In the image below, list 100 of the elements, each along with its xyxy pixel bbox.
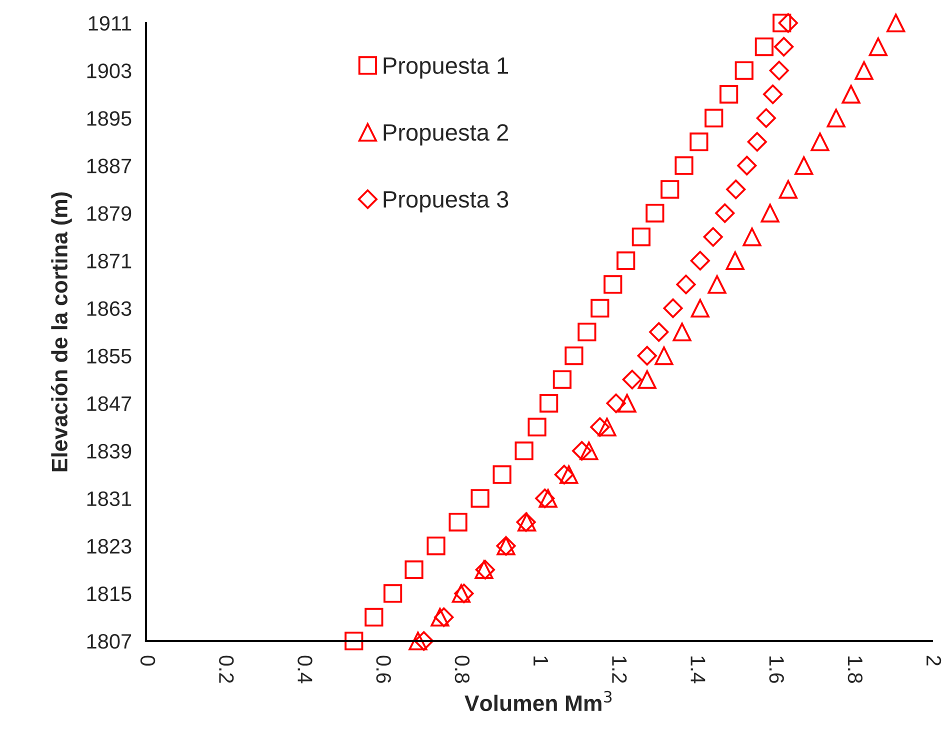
point <box>452 584 470 603</box>
legend-label: Propuesta 1 <box>384 57 508 79</box>
point <box>616 251 636 270</box>
point <box>660 180 680 199</box>
x-tick-label: 0.4 <box>298 656 312 684</box>
point <box>708 275 726 294</box>
point <box>676 274 696 294</box>
point <box>690 298 710 318</box>
x-tick-label: 1.8 <box>848 656 863 683</box>
point <box>646 204 664 222</box>
point <box>769 60 789 80</box>
point <box>734 61 754 80</box>
y-axis-title: Elevación de la cortina (m) <box>50 192 72 472</box>
point <box>886 14 906 32</box>
point <box>430 608 450 627</box>
point <box>763 84 783 104</box>
x-tick-label: 2 <box>926 656 942 666</box>
y-tick-label: 1903 <box>87 64 132 78</box>
y-tick-label: 1847 <box>87 396 132 412</box>
point <box>756 108 776 128</box>
point <box>552 370 572 389</box>
point <box>654 346 674 366</box>
y-tick-label: 1911 <box>88 16 132 31</box>
legend-label: Propuesta 2 <box>384 124 508 146</box>
point <box>590 298 610 318</box>
point <box>704 108 724 128</box>
point <box>742 228 762 246</box>
point <box>572 441 592 461</box>
point <box>810 132 830 152</box>
point <box>604 275 622 294</box>
point <box>778 180 798 199</box>
point <box>854 61 874 80</box>
point <box>632 228 650 246</box>
point <box>842 85 860 104</box>
y-tick-label: 1879 <box>87 206 132 221</box>
point <box>606 393 626 414</box>
point <box>448 512 468 532</box>
point <box>470 489 490 508</box>
point <box>637 346 657 366</box>
point <box>554 464 574 484</box>
point <box>638 370 656 389</box>
point <box>672 322 692 342</box>
point <box>364 608 384 627</box>
x-tick-label: 0.8 <box>454 656 470 683</box>
y-tick-label: 1895 <box>87 111 132 126</box>
point <box>404 560 424 579</box>
y-tick-label: 1839 <box>87 444 132 459</box>
point <box>726 180 746 200</box>
point <box>344 632 364 650</box>
point <box>414 631 434 651</box>
point <box>715 203 735 223</box>
point <box>794 156 814 175</box>
point <box>535 488 555 508</box>
point <box>826 108 846 128</box>
point <box>747 132 767 152</box>
x-tick-label: 0 <box>140 656 156 666</box>
point <box>434 607 454 628</box>
y-tick-label: 1815 <box>87 586 132 602</box>
x-axis-title: Volumen Mm$^{3}$ <box>464 690 612 712</box>
point <box>578 322 596 342</box>
y-tick-label: 1855 <box>87 348 132 364</box>
point <box>454 584 474 604</box>
point <box>426 536 446 556</box>
point <box>528 418 546 436</box>
x-tick-label: 1.6 <box>769 656 784 683</box>
point <box>514 442 534 460</box>
point <box>560 465 578 484</box>
y-tick-label: 1871 <box>87 254 132 268</box>
x-tick-label: 0.6 <box>376 656 391 683</box>
y-tick-label: 1823 <box>87 538 132 554</box>
point <box>564 346 584 366</box>
point <box>590 417 610 437</box>
point <box>674 156 694 175</box>
point <box>540 394 558 413</box>
y-tick-label: 1831 <box>87 491 132 506</box>
point <box>726 251 744 270</box>
point <box>649 322 669 342</box>
x-tick-label: 1 <box>534 656 548 666</box>
point <box>663 298 683 318</box>
point <box>538 489 558 508</box>
point <box>690 132 708 152</box>
point <box>580 442 598 460</box>
point <box>408 632 428 650</box>
y-tick-label: 1863 <box>87 301 132 316</box>
point <box>598 418 616 436</box>
point <box>774 36 794 57</box>
point <box>772 14 792 32</box>
point <box>618 394 636 413</box>
point <box>778 13 798 33</box>
x-tick-label: 1.4 <box>690 656 706 684</box>
point <box>737 156 757 176</box>
point <box>690 250 710 271</box>
point <box>703 227 723 247</box>
point <box>383 584 402 603</box>
point <box>492 465 512 484</box>
point <box>868 37 888 56</box>
y-tick-label: 1887 <box>87 158 132 174</box>
point <box>720 85 738 104</box>
point <box>754 37 774 56</box>
point <box>760 204 780 222</box>
